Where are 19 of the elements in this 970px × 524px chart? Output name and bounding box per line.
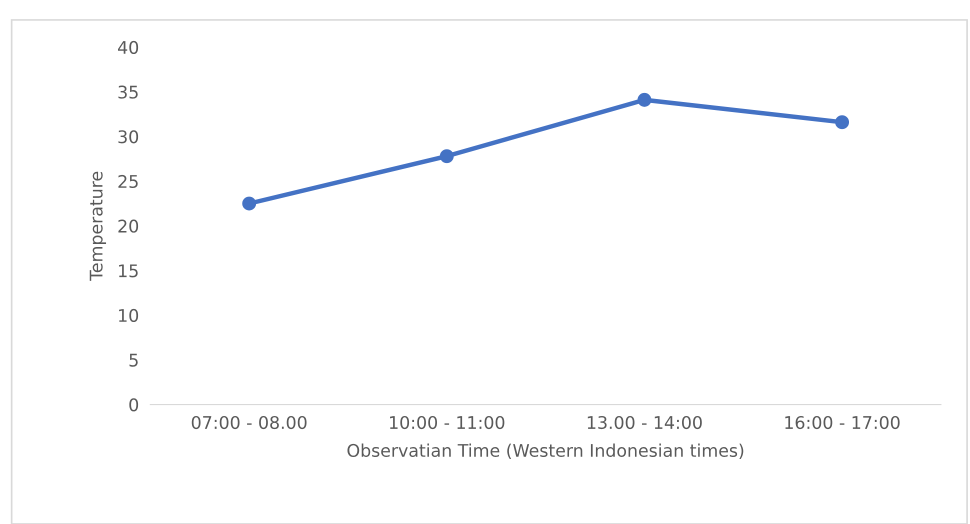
y-tick-label: 30 [118, 130, 138, 144]
y-tick-label: 15 [119, 264, 138, 278]
point [638, 92, 652, 107]
y-tick-label: 0 [129, 398, 138, 412]
point [835, 115, 850, 130]
y-tick-label: 25 [118, 174, 138, 188]
point [242, 196, 256, 210]
x-tick-label: 10:00 - 11:00 [390, 416, 504, 430]
x-tick-label: 16:00 - 17:00 [785, 416, 900, 430]
y-tick-label: 40 [118, 40, 138, 54]
y-tick-label: 5 [130, 354, 138, 367]
y-tick-label: 35 [118, 86, 138, 99]
point [440, 149, 454, 164]
x-axis-title: Observatian Time (Western Indonesian times) [347, 444, 744, 460]
y-tick-label: 20 [118, 220, 138, 233]
x-tick-label: 07:00 - 08.00 [192, 416, 307, 430]
y-axis-title: Temperature [90, 172, 106, 281]
x-tick-label: 13.00 - 14:00 [588, 416, 702, 430]
y-tick-label: 10 [119, 308, 138, 322]
